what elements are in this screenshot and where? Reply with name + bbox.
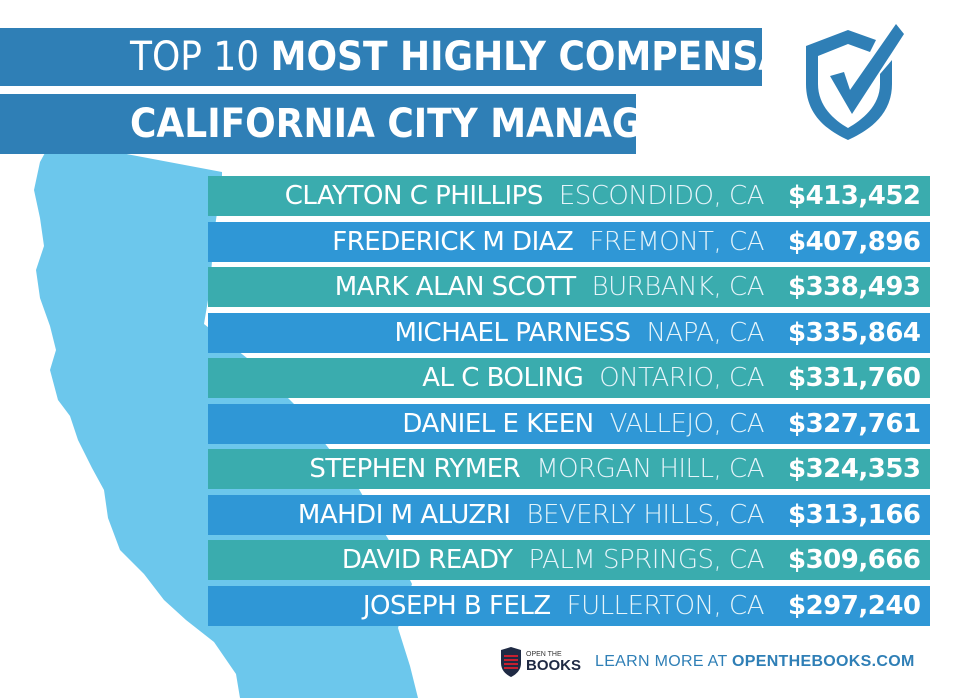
manager-name: JOSEPH B FELZ bbox=[362, 590, 551, 621]
manager-compensation: $297,240 bbox=[788, 590, 921, 621]
manager-row: DANIEL E KEEN VALLEJO, CA $327,761 bbox=[208, 403, 930, 444]
footer: OPEN THE BOOKS LEARN MORE AT OPENTHEBOOK… bbox=[500, 644, 915, 680]
manager-location: ONTARIO, CA bbox=[599, 363, 764, 393]
manager-location: ESCONDIDO, CA bbox=[558, 181, 765, 211]
manager-row: STEPHEN RYMER MORGAN HILL, CA $324,353 bbox=[208, 449, 930, 489]
manager-name: MARK ALAN SCOTT bbox=[334, 272, 576, 302]
manager-location: FREMONT, CA bbox=[589, 226, 764, 257]
manager-row: AL C BOLING ONTARIO, CA $331,760 bbox=[208, 358, 930, 398]
manager-compensation: $407,896 bbox=[788, 226, 921, 257]
manager-compensation: $413,452 bbox=[788, 181, 921, 211]
manager-name: AL C BOLING bbox=[422, 363, 584, 393]
manager-compensation: $335,864 bbox=[788, 317, 921, 348]
manager-name: MICHAEL PARNESS bbox=[394, 317, 631, 348]
title-most-highly: MOST HIGHLY COMPENSATED bbox=[270, 34, 863, 80]
checkmark-shield-icon bbox=[806, 24, 904, 140]
manager-location: MORGAN HILL, CA bbox=[536, 454, 764, 484]
manager-compensation: $331,760 bbox=[788, 363, 921, 393]
learn-more-prefix: LEARN MORE AT bbox=[595, 653, 728, 670]
manager-row: JOSEPH B FELZ FULLERTON, CA $297,240 bbox=[208, 585, 930, 626]
manager-compensation: $324,353 bbox=[788, 454, 921, 484]
title-banner-line2: CALIFORNIA CITY MANAGERS bbox=[0, 94, 720, 154]
manager-row: DAVID READY PALM SPRINGS, CA $309,666 bbox=[208, 540, 930, 580]
manager-name: FREDERICK M DIAZ bbox=[332, 226, 574, 257]
manager-row: MARK ALAN SCOTT BURBANK, CA $338,493 bbox=[208, 267, 930, 307]
shield-flag-icon bbox=[501, 647, 521, 677]
manager-compensation: $309,666 bbox=[788, 545, 921, 575]
logo-books: BOOKS bbox=[526, 657, 582, 674]
manager-location: BURBANK, CA bbox=[591, 272, 765, 302]
title-top10: TOP 10 bbox=[130, 34, 260, 80]
manager-location: BEVERLY HILLS, CA bbox=[526, 499, 764, 530]
manager-name: MAHDI M ALUZRI bbox=[297, 499, 511, 530]
manager-name: CLAYTON C PHILLIPS bbox=[284, 181, 544, 211]
manager-name: STEPHEN RYMER bbox=[309, 454, 521, 484]
manager-compensation: $338,493 bbox=[788, 272, 921, 302]
title-banner-line1: TOP 10 MOST HIGHLY COMPENSATED bbox=[0, 28, 862, 86]
manager-location: VALLEJO, CA bbox=[609, 408, 765, 439]
title-california: CALIFORNIA CITY MANAGERS bbox=[130, 101, 720, 147]
manager-location: PALM SPRINGS, CA bbox=[528, 545, 765, 575]
learn-more-link[interactable]: OPENTHEBOOKS.COM bbox=[732, 653, 915, 670]
manager-location: FULLERTON, CA bbox=[566, 590, 765, 621]
manager-location: NAPA, CA bbox=[646, 317, 764, 348]
manager-name: DANIEL E KEEN bbox=[402, 408, 594, 439]
manager-name: DAVID READY bbox=[341, 545, 513, 575]
manager-row: MAHDI M ALUZRI BEVERLY HILLS, CA $313,166 bbox=[208, 494, 930, 535]
manager-compensation: $327,761 bbox=[788, 408, 921, 439]
logo-open-the: OPEN THE bbox=[526, 651, 562, 658]
manager-row: FREDERICK M DIAZ FREMONT, CA $407,896 bbox=[208, 221, 930, 262]
open-the-books-logo: OPEN THE BOOKS bbox=[526, 651, 581, 673]
manager-row: CLAYTON C PHILLIPS ESCONDIDO, CA $413,452 bbox=[208, 176, 930, 216]
manager-row: MICHAEL PARNESS NAPA, CA $335,864 bbox=[208, 312, 930, 353]
learn-more-text: LEARN MORE AT OPENTHEBOOKS.COM bbox=[595, 653, 915, 671]
manager-compensation: $313,166 bbox=[788, 499, 921, 530]
